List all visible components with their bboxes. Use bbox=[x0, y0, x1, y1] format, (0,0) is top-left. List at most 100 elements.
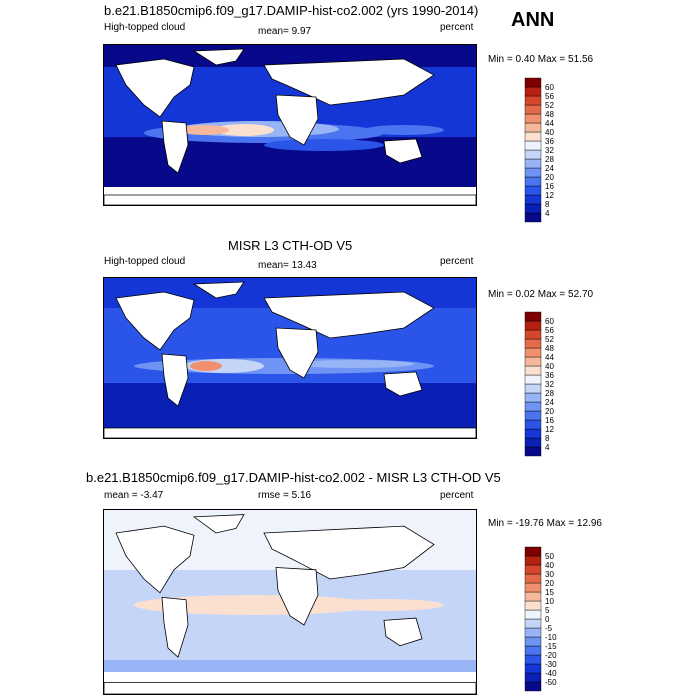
landmass bbox=[276, 568, 318, 626]
colorbar-swatch bbox=[524, 627, 542, 638]
colorbar-swatch bbox=[524, 338, 542, 349]
landmass bbox=[276, 328, 318, 378]
colorbar-swatch bbox=[524, 446, 542, 457]
landmass bbox=[116, 59, 194, 117]
colorbar-tick-label: 10 bbox=[545, 597, 554, 606]
continents bbox=[104, 282, 476, 438]
colorbar-swatch bbox=[524, 131, 542, 142]
colorbar-swatch bbox=[524, 140, 542, 151]
landmass bbox=[194, 515, 244, 533]
landmass bbox=[384, 372, 422, 396]
colorbar-tick-label: 4 bbox=[545, 443, 550, 452]
colorbar-tick-label: 60 bbox=[545, 317, 554, 326]
panel-2-left-label: High-topped cloud bbox=[104, 256, 186, 267]
continents bbox=[104, 515, 476, 694]
colorbar-tick-label: 60 bbox=[545, 83, 554, 92]
colorbar-tick-label: 52 bbox=[545, 335, 554, 344]
colorbar-tick-label: -30 bbox=[545, 660, 557, 669]
panel-2-title: MISR L3 CTH-OD V5 bbox=[228, 238, 353, 253]
colorbar-tick-label: 12 bbox=[545, 191, 554, 200]
panel-3-minmax: Min = -19.76 Max = 12.96 bbox=[488, 518, 602, 529]
colorbar-swatch bbox=[524, 645, 542, 656]
landmass bbox=[116, 292, 194, 350]
panel-1-colorbar: 4 8 12 16 20 24 28 32 36 40 44 48 52 56 60 bbox=[524, 77, 554, 223]
panel-3-colorbar: -50 -40 -30 -20 -15 -10 -5 0 5 10 15 20 30 40 50 bbox=[524, 546, 557, 692]
colorbar-swatch bbox=[524, 374, 542, 385]
colorbar-tick-label: 8 bbox=[545, 200, 550, 209]
colorbar-tick-label: 56 bbox=[545, 326, 554, 335]
panel-2-minmax: Min = 0.02 Max = 52.70 bbox=[488, 289, 594, 300]
colorbar-tick-label: 12 bbox=[545, 425, 554, 434]
landmass bbox=[276, 95, 318, 145]
panel-3-rmse-label: rmse = 5.16 bbox=[258, 490, 312, 501]
colorbar-swatch bbox=[524, 194, 542, 205]
colorbar-tick-label: 24 bbox=[545, 398, 554, 407]
colorbar-swatch bbox=[524, 600, 542, 611]
colorbar-swatch bbox=[524, 149, 542, 160]
colorbar-swatch bbox=[524, 320, 542, 331]
colorbar-swatch bbox=[524, 437, 542, 448]
colorbar-swatch bbox=[524, 591, 542, 602]
colorbar-swatch bbox=[524, 410, 542, 421]
colorbar-swatch bbox=[524, 167, 542, 178]
colorbar-swatch bbox=[524, 95, 542, 106]
colorbar-tick-label: 20 bbox=[545, 173, 554, 182]
landmass bbox=[264, 292, 434, 338]
colorbar-swatch bbox=[524, 392, 542, 403]
colorbar-tick-label: -5 bbox=[545, 624, 553, 633]
landmass bbox=[116, 526, 194, 593]
colorbar-tick-label: 16 bbox=[545, 182, 554, 191]
colorbar-swatch bbox=[524, 555, 542, 566]
colorbar-tick-label: 40 bbox=[545, 128, 554, 137]
landmass bbox=[264, 59, 434, 105]
panel-2-map bbox=[103, 277, 477, 439]
colorbar-tick-label: 15 bbox=[545, 588, 554, 597]
colorbar-swatch bbox=[524, 122, 542, 133]
panel-2-units-label: percent bbox=[440, 256, 474, 267]
colorbar-swatch bbox=[524, 383, 542, 394]
panel-2-colorbar: 4 8 12 16 20 24 28 32 36 40 44 48 52 56 60 bbox=[524, 311, 554, 457]
colorbar-swatch bbox=[524, 582, 542, 593]
panel-1-title: b.e21.B1850cmip6.f09_g17.DAMIP-hist-co2.… bbox=[104, 3, 479, 18]
landmass bbox=[384, 618, 422, 646]
colorbar-swatch bbox=[524, 681, 542, 692]
colorbar-tick-label: 8 bbox=[545, 434, 550, 443]
colorbar-swatch bbox=[524, 311, 542, 322]
colorbar-swatch bbox=[524, 203, 542, 214]
panel-1-mean-label: mean= 9.97 bbox=[258, 26, 312, 37]
colorbar-swatch bbox=[524, 428, 542, 439]
landmass bbox=[104, 683, 476, 695]
landmass bbox=[194, 49, 244, 65]
landmass bbox=[162, 121, 188, 173]
colorbar-tick-label: 40 bbox=[545, 561, 554, 570]
landmass bbox=[104, 195, 476, 205]
colorbar-tick-label: 24 bbox=[545, 164, 554, 173]
season-label: ANN bbox=[511, 9, 555, 31]
landmass bbox=[162, 354, 188, 406]
colorbar-swatch bbox=[524, 104, 542, 115]
colorbar-tick-label: 48 bbox=[545, 344, 554, 353]
colorbar-swatch bbox=[524, 654, 542, 665]
landmass bbox=[384, 139, 422, 163]
colorbar-swatch bbox=[524, 347, 542, 358]
landmass bbox=[162, 597, 188, 657]
colorbar-tick-label: 40 bbox=[545, 362, 554, 371]
colorbar-tick-label: 48 bbox=[545, 110, 554, 119]
colorbar-tick-label: 44 bbox=[545, 119, 554, 128]
colorbar-tick-label: 28 bbox=[545, 389, 554, 398]
landmass bbox=[264, 526, 434, 579]
colorbar-swatch bbox=[524, 663, 542, 674]
colorbar-tick-label: 32 bbox=[545, 146, 554, 155]
colorbar-tick-label: 0 bbox=[545, 615, 550, 624]
colorbar-tick-label: 32 bbox=[545, 380, 554, 389]
colorbar-swatch bbox=[524, 401, 542, 412]
colorbar-tick-label: -20 bbox=[545, 651, 557, 660]
colorbar-swatch bbox=[524, 185, 542, 196]
colorbar-swatch bbox=[524, 158, 542, 169]
colorbar-swatch bbox=[524, 672, 542, 683]
colorbar-swatch bbox=[524, 176, 542, 187]
continents bbox=[104, 49, 476, 205]
colorbar-tick-label: 28 bbox=[545, 155, 554, 164]
